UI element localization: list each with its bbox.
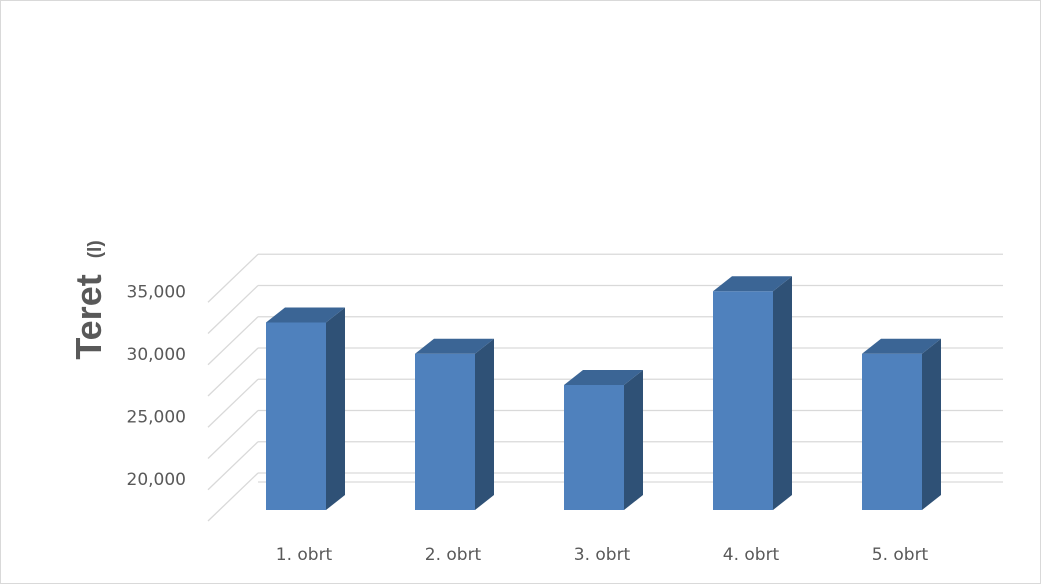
x-tick-labels: 1. obrt 2. obrt 3. obrt 4. obrt 5. obrt [276, 545, 929, 565]
gridline-side [207, 316, 259, 366]
bar-top [862, 338, 941, 354]
bar [713, 276, 792, 510]
gridline-side [207, 378, 259, 428]
bar-front [564, 385, 624, 510]
gridline-side [207, 472, 259, 522]
bar-side [773, 276, 792, 510]
y-axis-label-text: Teret [68, 274, 109, 359]
bar-front [713, 291, 773, 510]
x-tick-label: 1. obrt [276, 545, 333, 565]
bar-front [266, 322, 326, 510]
bar-top [564, 370, 643, 385]
x-tick-label: 3. obrt [574, 545, 631, 565]
gridline-side [207, 441, 259, 491]
bar [266, 307, 345, 510]
bar-top [415, 338, 494, 354]
bar-top [266, 307, 345, 323]
bar-front [862, 353, 922, 510]
y-tick-label: 30,000 [127, 345, 186, 365]
bar-front [415, 353, 475, 510]
bar-top [713, 276, 792, 292]
bar-side [475, 338, 494, 510]
x-tick-label: 2. obrt [425, 545, 482, 565]
bar-side [624, 370, 643, 510]
gridline-side [207, 410, 259, 459]
bar [862, 338, 941, 510]
gridline-side [207, 347, 259, 397]
bar-side [922, 338, 941, 510]
x-tick-label: 4. obrt [723, 545, 780, 565]
y-tick-label: 25,000 [127, 407, 186, 427]
y-tick-label: 20,000 [127, 470, 186, 490]
gridline-side [207, 285, 259, 334]
x-tick-label: 5. obrt [872, 545, 929, 565]
bars [266, 276, 941, 510]
y-axis-label: Teret (l) [68, 240, 109, 359]
gridline-side [207, 253, 259, 303]
bar-side [326, 307, 345, 510]
bar [564, 370, 643, 510]
y-tick-label: 35,000 [127, 282, 186, 302]
y-tick-labels: 20,000 25,000 30,000 35,000 [127, 282, 186, 490]
y-axis-label-unit: (l) [85, 240, 106, 258]
bar [415, 338, 494, 510]
